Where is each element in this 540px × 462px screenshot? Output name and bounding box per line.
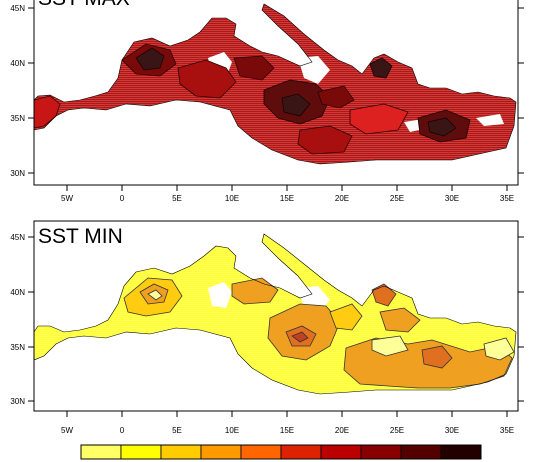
sst-max-region-3 — [177, 59, 237, 99]
sst-min-region-3 — [147, 289, 163, 301]
colorbar-box — [280, 444, 322, 460]
sst-max-region-10 — [427, 117, 457, 137]
sst-min-region-10 — [371, 335, 409, 357]
sst-max-lon-label-25e: 25E — [390, 194, 404, 203]
sst-max-lon-label-30e: 30E — [445, 194, 459, 203]
colorbar-box — [440, 444, 482, 460]
sst-max-region-11 — [297, 125, 353, 155]
sst-min-coast — [34, 233, 517, 395]
sst-max-gap-2 — [298, 56, 330, 84]
colorbar-box — [80, 444, 122, 460]
sst-max-title: SST MAX — [38, 0, 130, 10]
sst-max-lon-label-15e: 15E — [280, 194, 294, 203]
sst-min-lon-ticks — [66, 411, 508, 417]
colorbar-box — [160, 444, 202, 460]
sst-min-region-13 — [371, 283, 397, 307]
sst-min-gap-1 — [208, 282, 232, 308]
colorbar-box — [120, 444, 162, 460]
sst-max-lat-label-40n: 40N — [10, 59, 25, 68]
colorbar-box — [400, 444, 442, 460]
sst-max-lon-label-20e: 20E — [335, 194, 349, 203]
sst-max-region-13 — [34, 95, 61, 129]
sst-min-lon-label-15e: 15E — [280, 426, 294, 435]
sst-max-lon-label-10e: 10E — [225, 194, 239, 203]
sst-min-frame — [33, 220, 519, 412]
sst-min-lon-label-10e: 10E — [225, 426, 239, 435]
sst-max-region-6 — [281, 93, 311, 117]
sst-min-title: SST MIN — [38, 225, 123, 248]
sst-min-lon-label-35e: 35E — [500, 426, 514, 435]
sst-min-region-11 — [421, 345, 453, 369]
colorbar-box — [320, 444, 362, 460]
sst-min-lon-label-5e: 5E — [172, 426, 182, 435]
sst-min-lon-label-5w: 5W — [61, 426, 73, 435]
sst-max-title-bg — [35, 0, 135, 7]
sst-min-region-7 — [291, 331, 309, 343]
sst-min-lat-label-45n: 45N — [10, 233, 25, 242]
sst-max-region-4 — [233, 55, 275, 81]
sst-min-region-8 — [329, 303, 363, 331]
sst-min-map — [34, 233, 517, 395]
sst-min-lon-label-30e: 30E — [445, 426, 459, 435]
sst-min-lon-label-25e: 25E — [390, 426, 404, 435]
sst-min-lon-label-0: 0 — [120, 426, 125, 435]
sst-max-lat-label-35n: 35N — [10, 114, 25, 123]
sst-max-lat-ticks — [28, 7, 524, 174]
sst-max-lon-ticks — [66, 185, 508, 191]
colorbar-box — [200, 444, 242, 460]
sst-min-lat-label-40n: 40N — [10, 288, 25, 297]
sst-max-lon-label-35e: 35E — [500, 194, 514, 203]
colorbar-frame — [80, 444, 482, 460]
sst-max-panel: 30N 35N 40N 45N 5W 0 5E 10E 15E 20E 25E … — [10, 0, 524, 203]
colorbar-box — [240, 444, 282, 460]
sst-max-region-7 — [317, 85, 355, 109]
colorbar — [80, 444, 482, 460]
sst-max-gap-3 — [476, 114, 504, 126]
colorbar-box — [360, 444, 402, 460]
sst-max-frame — [33, 0, 519, 186]
sst-min-region-12 — [483, 337, 515, 361]
sst-min-lat-ticks — [28, 236, 524, 402]
sst-max-lon-label-0: 0 — [120, 194, 125, 203]
sst-max-lon-label-5w: 5W — [61, 194, 73, 203]
sst-max-lat-label-30n: 30N — [10, 169, 25, 178]
sst-max-map — [34, 3, 517, 165]
sst-max-region-12 — [369, 57, 393, 79]
sst-min-panel: 30N 35N 40N 45N 5W 0 5E 10E 15E 20E 25E … — [10, 220, 524, 435]
sst-max-lon-label-5e: 5E — [172, 194, 182, 203]
sst-min-lat-label-30n: 30N — [10, 397, 25, 406]
sst-max-region-2 — [135, 47, 165, 71]
sst-max-region-8 — [349, 103, 409, 135]
sst-min-lon-label-20e: 20E — [335, 426, 349, 435]
sst-min-region-14 — [379, 307, 421, 333]
sst-max-coast — [34, 3, 517, 165]
sst-min-title-bg — [35, 222, 131, 248]
sst-max-lat-label-45n: 45N — [10, 4, 25, 13]
sst-min-lat-label-35n: 35N — [10, 343, 25, 352]
